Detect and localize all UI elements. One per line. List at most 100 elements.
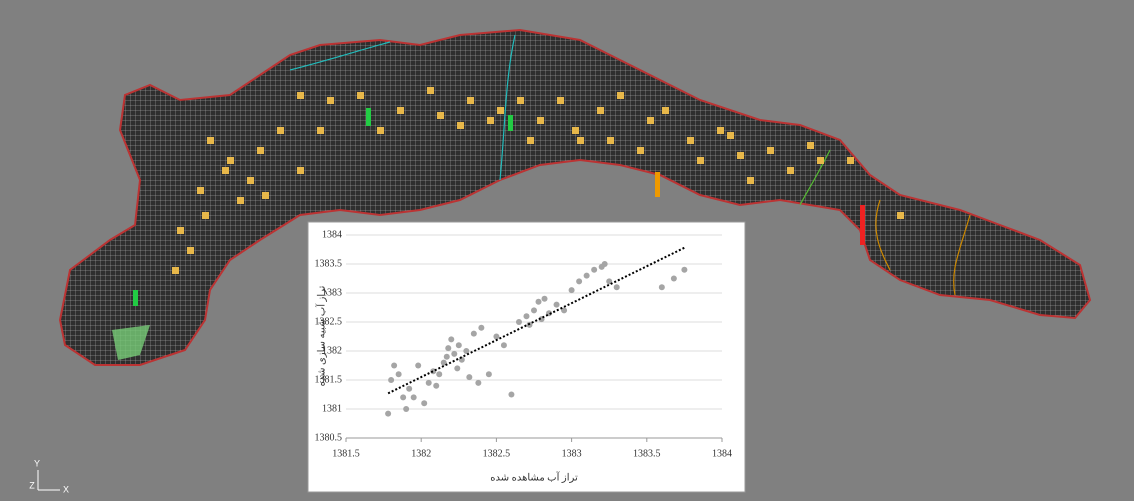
chart-panel: [308, 222, 745, 492]
well-marker: [366, 108, 371, 126]
well-point: [817, 157, 824, 164]
well-point: [517, 97, 524, 104]
data-point: [451, 351, 457, 357]
well-point: [737, 152, 744, 159]
well-point: [247, 177, 254, 184]
well-point: [607, 137, 614, 144]
well-point: [557, 97, 564, 104]
data-point: [478, 325, 484, 331]
well-point: [467, 97, 474, 104]
screen: تراز آب مشاهده شده تراز آب شبیه سازی شده…: [0, 0, 1134, 501]
well-marker: [508, 115, 513, 131]
data-point: [516, 319, 522, 325]
y-tick-label: 1384: [322, 229, 342, 240]
well-marker: [133, 290, 138, 306]
data-point: [456, 342, 462, 348]
well-point: [327, 97, 334, 104]
well-point: [727, 132, 734, 139]
well-point: [787, 167, 794, 174]
x-tick-label: 1382: [411, 448, 431, 459]
well-point: [807, 142, 814, 149]
well-point: [457, 122, 464, 129]
data-point: [403, 406, 409, 412]
well-point: [697, 157, 704, 164]
y-tick-label: 1383: [322, 287, 342, 298]
y-axis-label: تراز آب شبیه سازی شده: [314, 285, 327, 386]
well-point: [487, 117, 494, 124]
triad-label: Y: [34, 458, 40, 468]
well-point: [637, 147, 644, 154]
well-marker: [860, 205, 865, 245]
well-point: [187, 247, 194, 254]
well-point: [317, 127, 324, 134]
y-tick-label: 1382: [322, 345, 342, 356]
x-tick-label: 1383: [562, 448, 582, 459]
data-point: [471, 331, 477, 337]
axis-triad: Y Z X: [29, 458, 69, 494]
data-point: [591, 267, 597, 273]
well-point: [527, 137, 534, 144]
data-point: [475, 380, 481, 386]
well-point: [597, 107, 604, 114]
data-point: [400, 394, 406, 400]
well-point: [767, 147, 774, 154]
data-point: [433, 383, 439, 389]
well-point: [227, 157, 234, 164]
data-point: [536, 299, 542, 305]
data-point: [385, 411, 391, 417]
well-point: [202, 212, 209, 219]
well-point: [577, 137, 584, 144]
data-point: [493, 334, 499, 340]
data-point: [659, 284, 665, 290]
data-point: [448, 336, 454, 342]
x-axis-label: تراز آب مشاهده شده: [490, 470, 578, 483]
well-point: [662, 107, 669, 114]
well-marker: [655, 172, 660, 197]
well-point: [257, 147, 264, 154]
data-point: [523, 313, 529, 319]
y-tick-label: 1381: [322, 403, 342, 414]
well-point: [297, 167, 304, 174]
well-point: [847, 157, 854, 164]
y-tick-label: 1383.5: [315, 258, 343, 269]
well-point: [497, 107, 504, 114]
data-point: [542, 296, 548, 302]
data-point: [501, 342, 507, 348]
well-point: [747, 177, 754, 184]
well-point: [397, 107, 404, 114]
data-point: [531, 307, 537, 313]
data-point: [426, 380, 432, 386]
data-point: [391, 363, 397, 369]
triad-label: X: [63, 484, 69, 494]
data-point: [584, 273, 590, 279]
data-point: [415, 363, 421, 369]
well-point: [617, 92, 624, 99]
well-point: [647, 117, 654, 124]
well-point: [572, 127, 579, 134]
data-point: [671, 276, 677, 282]
well-point: [537, 117, 544, 124]
well-point: [717, 127, 724, 134]
data-point: [396, 371, 402, 377]
triad-label: Z: [29, 480, 35, 490]
well-point: [377, 127, 384, 134]
y-tick-label: 1380.5: [315, 432, 343, 443]
data-point: [681, 267, 687, 273]
data-point: [576, 278, 582, 284]
well-point: [197, 187, 204, 194]
data-point: [554, 302, 560, 308]
data-point: [508, 392, 514, 398]
well-point: [427, 87, 434, 94]
y-tick-label: 1382.5: [315, 316, 343, 327]
well-point: [237, 197, 244, 204]
x-tick-label: 1382.5: [483, 448, 511, 459]
y-tick-label: 1381.5: [315, 374, 343, 385]
data-point: [421, 400, 427, 406]
data-point: [445, 345, 451, 351]
x-tick-label: 1384: [712, 448, 732, 459]
data-point: [436, 371, 442, 377]
well-point: [262, 192, 269, 199]
well-point: [177, 227, 184, 234]
data-point: [388, 377, 394, 383]
data-point: [602, 261, 608, 267]
